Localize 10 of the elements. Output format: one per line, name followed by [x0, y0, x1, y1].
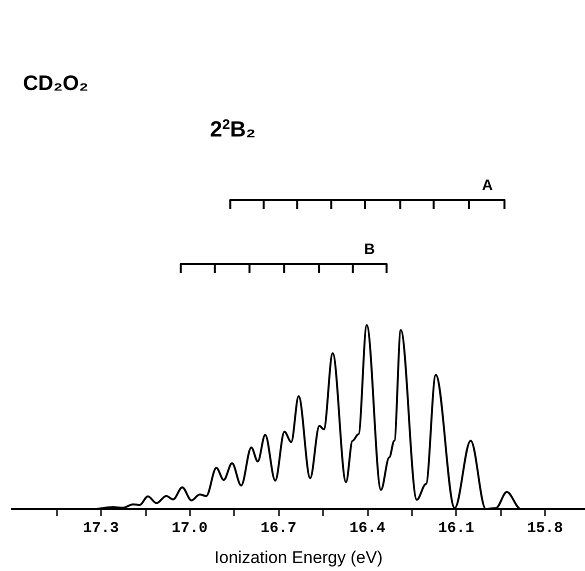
x-tick-label: 16.4 — [349, 520, 386, 537]
x-tick-label: 17.0 — [172, 520, 208, 537]
series-label: B — [364, 240, 376, 258]
x-tick-label: 16.7 — [260, 520, 297, 537]
text: 17.3 — [82, 520, 119, 537]
x-tick-label: 15.8 — [527, 520, 564, 537]
x-tick-label: 16.1 — [438, 520, 474, 537]
x-axis-title: Ionization Energy (eV) — [214, 548, 383, 567]
series-label: A — [482, 177, 494, 194]
chart-title: CD₂O₂ — [23, 72, 88, 95]
